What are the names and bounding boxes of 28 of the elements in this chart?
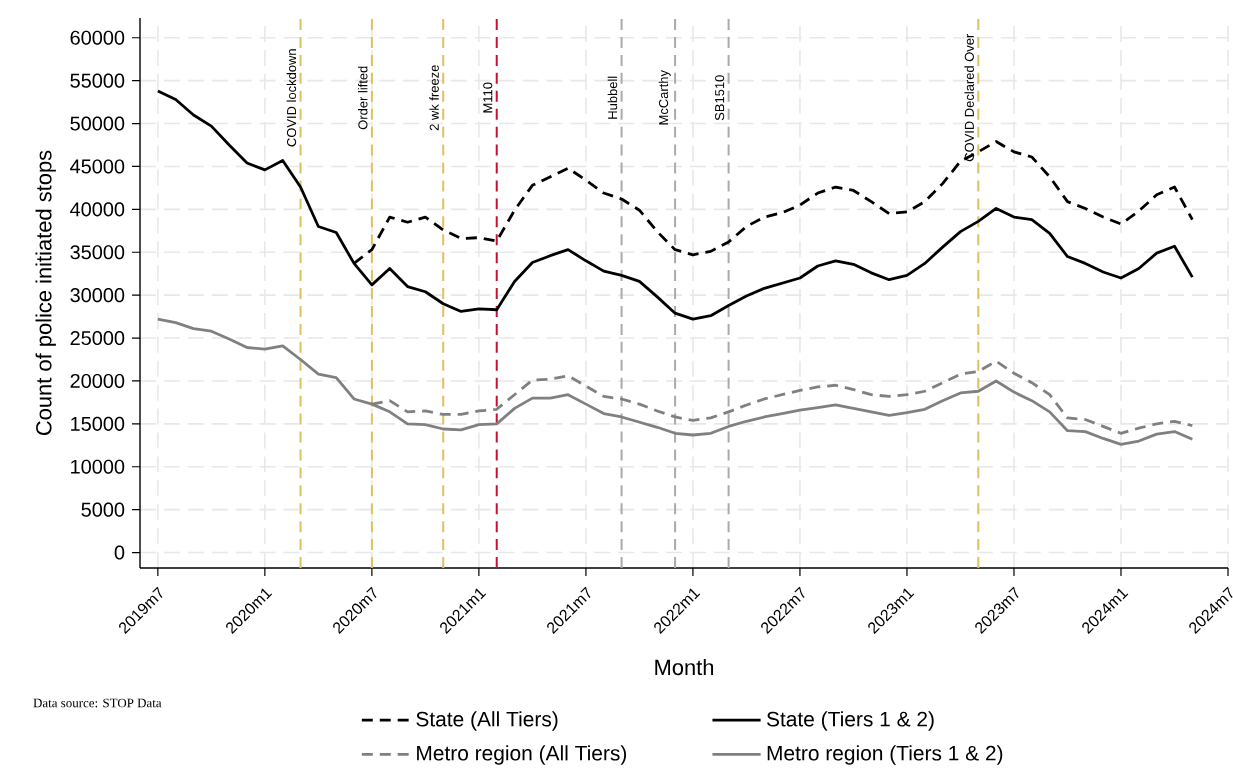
y-tick-label: 15000 bbox=[71, 416, 125, 431]
ref-line-label: COVID Declared Over bbox=[964, 33, 974, 162]
ref-line-label: Hubbell bbox=[607, 76, 618, 119]
legend-label: Metro region (All Tiers) bbox=[417, 745, 627, 765]
legend-label: State (Tiers 1 & 2) bbox=[766, 711, 934, 731]
legend-label: State (All Tiers) bbox=[416, 711, 558, 731]
y-tick-label: 40000 bbox=[70, 202, 125, 217]
ref-line-label: SB1510 bbox=[715, 75, 725, 121]
y-tick-label: 50000 bbox=[70, 116, 125, 131]
x-axis-title: Month bbox=[655, 659, 714, 676]
y-tick-label: 20000 bbox=[70, 373, 125, 388]
y-tick-label: 30000 bbox=[70, 288, 125, 303]
legend-label: Metro region (Tiers 1 & 2) bbox=[767, 745, 1003, 765]
y-axis-title: Count of police initiated stops bbox=[35, 150, 56, 436]
y-tick-label: 35000 bbox=[70, 245, 125, 260]
y-tick-label: 25000 bbox=[70, 331, 125, 346]
y-tick-label: 0 bbox=[114, 545, 125, 560]
ref-line-label: McCarthy bbox=[658, 70, 671, 125]
source-note: Data source: STOP Data bbox=[33, 698, 162, 708]
y-tick-label: 45000 bbox=[70, 159, 125, 174]
ref-line-label: M110 bbox=[483, 82, 493, 113]
y-tick-label: 55000 bbox=[70, 73, 125, 88]
ref-line-label: COVID lockdown bbox=[286, 49, 297, 147]
ref-line-label: 2 wk freeze bbox=[429, 65, 439, 131]
y-tick-label: 10000 bbox=[71, 459, 125, 474]
ref-line-label: Order lifted bbox=[357, 66, 368, 130]
y-tick-label: 60000 bbox=[70, 30, 125, 45]
y-tick-label: 5000 bbox=[81, 502, 125, 517]
